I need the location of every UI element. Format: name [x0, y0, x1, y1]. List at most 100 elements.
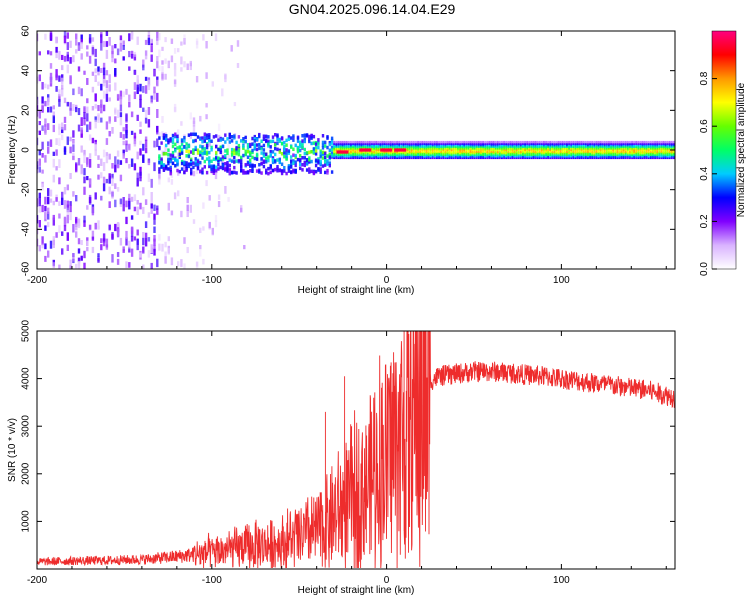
spectrogram-cell — [578, 140, 581, 144]
spectrogram-cell — [276, 134, 279, 139]
spectrogram-cell — [258, 146, 261, 151]
spectrogram-cell — [486, 150, 489, 153]
spectrogram-cell — [80, 39, 83, 44]
spectrogram-cell — [176, 137, 179, 142]
spectrogram-cell — [419, 144, 422, 147]
spectrogram-cell — [173, 48, 177, 54]
spectrogram-cell — [356, 148, 359, 152]
spectrogram-cell — [410, 147, 413, 150]
spectrogram-cell — [467, 148, 470, 152]
spectrogram-cell — [654, 153, 656, 156]
spectrogram-cell — [111, 50, 114, 58]
spectrogram-cell — [536, 148, 539, 152]
spectrogram-cell — [167, 167, 170, 171]
spectrogram-cell — [278, 139, 281, 143]
spectrogram-cell — [292, 169, 295, 174]
spectrogram-cell — [167, 61, 170, 68]
spectrogram-cell — [624, 140, 627, 144]
spectrogram-cell — [429, 155, 432, 158]
spectrogram-cell — [83, 70, 86, 75]
spectrogram-cell — [210, 167, 213, 172]
spectrogram-cell — [335, 152, 338, 155]
spectrogram-cell — [597, 155, 600, 158]
spectrogram-cell — [580, 147, 583, 150]
spectrogram-cell — [620, 156, 623, 160]
spectrogram-cell — [503, 148, 505, 152]
spectrogram-cell — [221, 150, 224, 157]
spectrogram-cell — [391, 147, 394, 150]
spectrogram-cell — [459, 148, 461, 152]
spectrogram-cell — [169, 139, 172, 143]
spectrogram-cell — [258, 134, 261, 139]
spectrogram-cell — [444, 144, 447, 147]
spectrogram-cell — [396, 142, 398, 145]
spectrogram-cell — [102, 176, 106, 185]
spectrogram-cell — [301, 163, 304, 167]
spectrogram-cell — [572, 155, 575, 158]
spectrogram-cell — [66, 214, 69, 224]
spectrogram-cell — [614, 148, 617, 152]
spectrogram-cell — [333, 155, 336, 158]
spectrogram-cell — [319, 149, 322, 153]
spectrogram-cell — [94, 48, 97, 58]
spectrogram-cell — [578, 148, 581, 152]
spectrogram-cell — [167, 138, 170, 142]
spectrogram-cell — [333, 156, 336, 160]
spectrogram-cell — [444, 155, 447, 158]
spectrogram-cell — [503, 155, 505, 158]
spectrogram-cell — [343, 142, 346, 145]
spectrogram-cell — [77, 222, 81, 229]
spectrogram-cell — [551, 155, 554, 158]
spectrogram-cell — [379, 152, 382, 155]
spectrogram-cell — [185, 161, 188, 165]
spectrogram-cell — [467, 140, 470, 144]
spectrogram-cell — [251, 136, 254, 141]
spectrogram-cell — [58, 89, 61, 97]
spectrogram-cell — [337, 150, 341, 154]
spectrogram-cell — [61, 191, 64, 201]
spectrogram-cell — [593, 152, 596, 155]
spectrogram-cell — [404, 142, 407, 145]
spectrogram-cell — [339, 144, 342, 147]
spectrogram-cell — [616, 152, 619, 155]
spectrogram-cell — [375, 150, 378, 153]
spectrogram-cell — [589, 150, 591, 153]
spectrogram-cell — [55, 197, 58, 202]
spectrogram-cell — [296, 136, 300, 140]
spectrogram-cell — [660, 148, 663, 152]
spectrogram-cell — [364, 145, 367, 148]
spectrogram-cell — [205, 157, 209, 161]
spectrogram-cell — [534, 155, 537, 158]
spectrogram-cell — [471, 147, 474, 150]
spectrogram-cell — [301, 156, 304, 160]
spectrogram-cell — [192, 117, 196, 125]
spectrogram-cell — [463, 152, 466, 155]
spectrogram-cell — [373, 142, 375, 145]
spectrogram-cell — [91, 137, 95, 144]
spectrogram-cell — [496, 147, 499, 150]
spectrogram-cell — [589, 153, 591, 156]
spectrogram-cell — [603, 150, 606, 153]
spectrogram-cell — [417, 148, 419, 152]
spectrogram-cell — [167, 236, 170, 242]
spectrogram-cell — [339, 140, 342, 144]
spectrogram-cell — [61, 248, 64, 255]
spectrogram-cell — [561, 150, 564, 153]
spectrogram-cell — [509, 142, 512, 145]
spectrogram-cell — [77, 45, 81, 51]
spectrogram-cell — [553, 147, 556, 150]
spectrogram-cell — [629, 150, 631, 153]
spectrogram-cell — [545, 148, 547, 152]
spectrogram-cell — [486, 156, 489, 160]
spectrogram-cell — [164, 144, 167, 153]
spectrogram-cell — [576, 152, 579, 155]
spectrogram-cell — [389, 144, 392, 147]
spectrogram-cell — [61, 122, 64, 130]
spectrogram-cell — [511, 142, 514, 145]
spectrogram-cell — [169, 137, 172, 141]
spectrogram-cell — [457, 152, 459, 155]
spectrogram-cell — [183, 136, 186, 140]
spectrogram-cell — [417, 156, 419, 160]
spectrogram-cell — [522, 156, 524, 160]
spectrogram-cell — [371, 142, 373, 145]
